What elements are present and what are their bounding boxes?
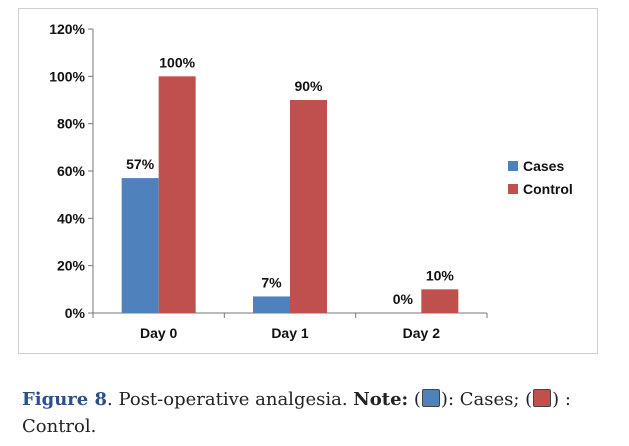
y-tick-label: 80% (57, 116, 86, 132)
legend-label-control: Control (523, 181, 573, 197)
control-swatch (533, 389, 552, 407)
data-label: 10% (426, 267, 455, 283)
bar-cases (253, 296, 290, 313)
legend-swatch-control (508, 184, 518, 194)
legend-label-cases: Cases (523, 158, 564, 174)
y-tick-label: 0% (65, 305, 86, 321)
data-label: 100% (159, 54, 195, 70)
bar-cases (121, 178, 159, 313)
data-label: 7% (261, 274, 282, 290)
bar-chart: 0% 20% 40% 60% 80% 100% 120% 57% 100% Day 0 7% 90% D… (49, 21, 573, 341)
x-tick-label: Day 0 (140, 325, 178, 341)
y-tick-label: 60% (57, 163, 86, 179)
figure-label: Figure 8 (22, 389, 108, 410)
note-label: Note: (353, 389, 409, 410)
bar-control (290, 100, 327, 313)
y-tick-label: 100% (49, 68, 85, 84)
cases-swatch (421, 389, 440, 407)
bar-control (421, 289, 459, 313)
data-label: 90% (294, 78, 323, 94)
y-tick-label: 20% (57, 258, 86, 274)
caption-paren-open: ( (408, 389, 421, 410)
figure-caption: Figure 8. Post-operative analgesia. Note… (22, 386, 612, 440)
x-tick-label: Day 2 (403, 325, 441, 341)
chart-frame: 0% 20% 40% 60% 80% 100% 120% 57% 100% Day 0 7% 90% D… (18, 8, 598, 354)
bar-control (158, 76, 196, 313)
y-tick-label: 120% (49, 21, 85, 37)
caption-text: . Post-operative analgesia. (107, 389, 354, 410)
y-tick-label: 40% (57, 210, 86, 226)
caption-control-text: ) : Control. (22, 389, 571, 437)
legend-swatch-cases (508, 161, 518, 171)
data-label: 0% (393, 291, 414, 307)
data-label: 57% (126, 156, 155, 172)
caption-cases-text: ): Cases; ( (440, 389, 533, 410)
x-tick-label: Day 1 (271, 325, 309, 341)
